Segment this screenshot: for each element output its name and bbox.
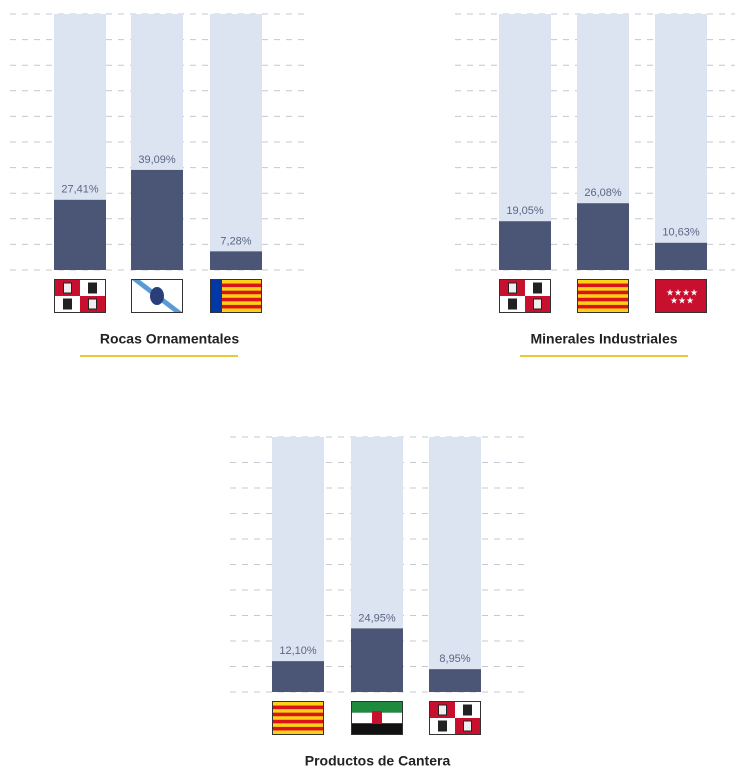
value-label: 12,10% xyxy=(279,645,317,657)
flag-emblem xyxy=(533,282,542,294)
flag-emblem xyxy=(463,704,472,716)
flag-emblem xyxy=(88,298,97,310)
bar-background xyxy=(429,437,481,692)
flag xyxy=(499,279,551,313)
flag-star: ★ xyxy=(682,287,690,297)
bar xyxy=(272,661,324,692)
flag-star: ★ xyxy=(690,287,698,297)
flag-star: ★ xyxy=(678,295,686,305)
flag-star: ★ xyxy=(686,295,694,305)
value-label: 26,08% xyxy=(584,187,622,199)
flag-strip xyxy=(211,280,222,312)
flag-emblem xyxy=(463,720,472,732)
flag-stripe xyxy=(352,723,402,734)
bar xyxy=(429,669,481,692)
value-label: 19,05% xyxy=(506,205,544,217)
flag-stripe xyxy=(211,304,261,309)
flag-stripe xyxy=(273,705,323,710)
flag-stripe xyxy=(211,283,261,288)
flag-stripe xyxy=(273,719,323,724)
value-label: 24,95% xyxy=(358,612,396,624)
flag-emblem xyxy=(438,704,447,716)
chart-title: Rocas Ornamentales xyxy=(100,331,239,347)
flag-stripe xyxy=(578,290,628,295)
flag-emblem xyxy=(63,298,72,310)
flag xyxy=(351,701,403,735)
flag xyxy=(131,279,183,313)
flag-emblem xyxy=(508,298,517,310)
bar xyxy=(577,203,629,270)
flag-emblem xyxy=(372,711,382,724)
flag-stripe xyxy=(211,297,261,302)
value-label: 39,09% xyxy=(138,154,176,166)
bar xyxy=(54,199,106,270)
flag-stripe xyxy=(352,702,402,713)
bar-background xyxy=(655,14,707,270)
bar xyxy=(131,169,183,270)
bar-background xyxy=(272,437,324,692)
bar-background xyxy=(210,14,262,270)
flag-stripe xyxy=(578,304,628,309)
flag xyxy=(429,701,481,735)
flag-star: ★ xyxy=(670,295,678,305)
value-label: 7,28% xyxy=(220,235,251,247)
flag-stripe xyxy=(273,726,323,731)
flag-emblem xyxy=(88,282,97,294)
flag: ★ ★ ★ ★★ ★ ★ xyxy=(655,279,707,313)
bar xyxy=(351,628,403,692)
value-label: 27,41% xyxy=(61,184,99,196)
bar xyxy=(499,221,551,270)
flag-stripe xyxy=(211,290,261,295)
bar xyxy=(210,251,262,270)
flag-bg xyxy=(656,280,706,312)
value-label: 10,63% xyxy=(662,227,700,239)
value-label: 8,95% xyxy=(439,653,470,665)
bar xyxy=(655,242,707,270)
flag-emblem xyxy=(438,720,447,732)
flag-emblem xyxy=(533,298,542,310)
flag xyxy=(272,701,324,735)
flag-star: ★ xyxy=(674,287,682,297)
flag-stripe xyxy=(578,297,628,302)
flag-emblem xyxy=(150,287,164,305)
flag-stripe xyxy=(578,283,628,288)
flag-stripe xyxy=(273,712,323,717)
flag-emblem xyxy=(63,282,72,294)
flag-emblem xyxy=(508,282,517,294)
flag xyxy=(577,279,629,313)
chart-title: Minerales Industriales xyxy=(530,331,677,347)
chart-title: Productos de Cantera xyxy=(305,753,451,769)
flag-star: ★ xyxy=(666,287,674,297)
flag xyxy=(210,279,262,313)
flag xyxy=(54,279,106,313)
